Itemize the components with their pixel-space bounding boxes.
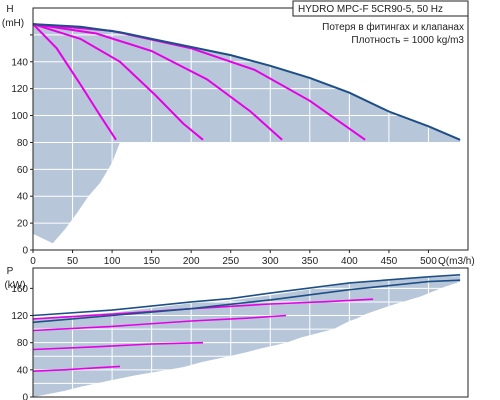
head-xtick-label: 300 xyxy=(262,256,279,267)
head-xaxis-label: Q(m3/h) xyxy=(438,256,475,267)
power-yaxis-label: P xyxy=(7,266,14,277)
head-ytick-label: 120 xyxy=(11,84,28,95)
power-ytick-label: 0 xyxy=(22,393,28,400)
head-ytick-label: 0 xyxy=(22,246,28,257)
head-ytick-label: 100 xyxy=(11,111,28,122)
head-xtick-label: 150 xyxy=(143,256,160,267)
head-yaxis-unit: (mH) xyxy=(2,18,24,29)
head-ytick-label: 60 xyxy=(17,165,29,176)
head-operating-area xyxy=(33,24,460,243)
power-yaxis-unit: (kW) xyxy=(4,280,25,291)
head-yaxis-label: H xyxy=(6,4,13,15)
power-ytick-label: 80 xyxy=(17,338,29,349)
head-xtick-label: 450 xyxy=(381,256,398,267)
head-xtick-label: 250 xyxy=(222,256,239,267)
legend-line: Потеря в фитингах и клапанах xyxy=(322,21,464,33)
head-xtick-label: 400 xyxy=(341,256,358,267)
legend-title: HYDRO MPC-F 5CR90-5, 50 Hz xyxy=(298,4,443,15)
head-ytick-label: 80 xyxy=(17,138,29,149)
legend-line: Плотность = 1000 kg/m3 xyxy=(351,35,464,46)
head-xtick-label: 500 xyxy=(420,256,437,267)
head-xtick-label: 200 xyxy=(183,256,200,267)
power-operating-area xyxy=(33,276,460,397)
head-xtick-label: 0 xyxy=(30,256,36,267)
head-ytick-label: 40 xyxy=(17,192,29,203)
power-ytick-label: 40 xyxy=(17,365,29,376)
head-ytick-label: 140 xyxy=(11,57,28,68)
head-xtick-label: 50 xyxy=(67,256,79,267)
head-ytick-label: 20 xyxy=(17,219,29,230)
head-xtick-label: 100 xyxy=(104,256,121,267)
head-xtick-label: 350 xyxy=(301,256,318,267)
power-ytick-label: 120 xyxy=(11,311,28,322)
